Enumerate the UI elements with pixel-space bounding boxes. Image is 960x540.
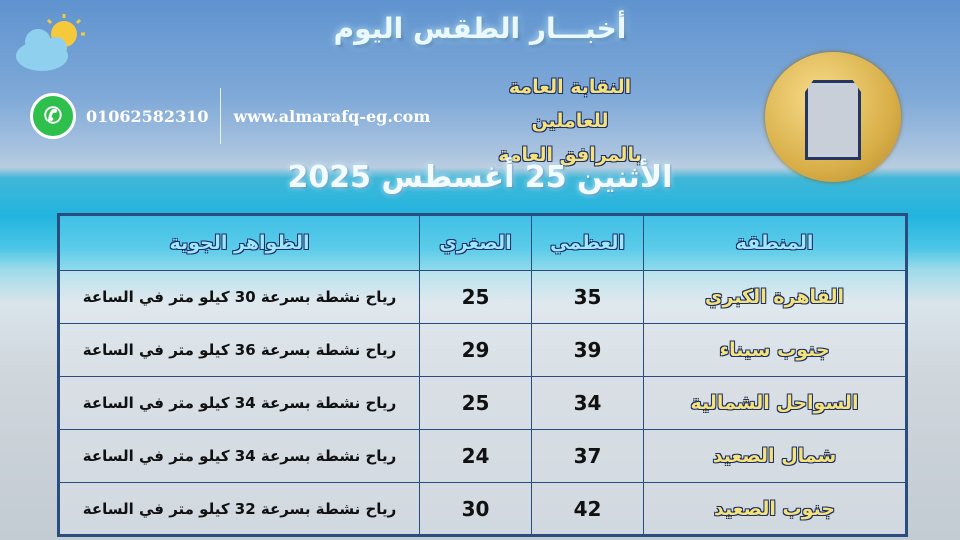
table-row: السواحل الشمالية 34 25 رياح نشطة بسرعة 34 ك… [58, 376, 907, 430]
max-cell: 37 [531, 429, 644, 483]
max-cell: 35 [531, 270, 644, 324]
region-cell: شمال الصعيد [643, 429, 907, 483]
header-min: الصغري [419, 214, 532, 271]
phone-number: 01062582310 [86, 106, 209, 126]
organization-name: النقابة العامة للعاملين بالمرافق العامة [470, 70, 670, 172]
min-cell: 24 [419, 429, 532, 483]
union-logo [765, 52, 901, 182]
max-cell: 42 [531, 482, 644, 536]
phenomena-cell: رياح نشطة بسرعة 32 كيلو متر في الساعة [58, 482, 420, 536]
header-phenomena: الظواهر الجوية [58, 214, 420, 271]
weather-table: المنطقة العظمي الصغري الظواهر الجوية الق… [57, 213, 908, 537]
region-cell: جنوب سيناء [643, 323, 907, 377]
logo-shield [805, 80, 861, 160]
max-cell: 39 [531, 323, 644, 377]
table-row: جنوب سيناء 39 29 رياح نشطة بسرعة 36 كيلو مت… [58, 323, 907, 377]
min-cell: 30 [419, 482, 532, 536]
min-cell: 25 [419, 376, 532, 430]
header-region: المنطقة [643, 214, 907, 271]
phenomena-cell: رياح نشطة بسرعة 36 كيلو متر في الساعة [58, 323, 420, 377]
website-link[interactable]: www.almarafq-eg.com [233, 106, 431, 126]
phenomena-cell: رياح نشطة بسرعة 30 كيلو متر في الساعة [58, 270, 420, 324]
contact-bar: ✆ 01062582310 www.almarafq-eg.com [30, 88, 430, 144]
page-title: أخبـــار الطقس اليوم [333, 12, 627, 45]
divider [220, 88, 222, 144]
region-cell: السواحل الشمالية [643, 376, 907, 430]
phenomena-cell: رياح نشطة بسرعة 34 كيلو متر في الساعة [58, 429, 420, 483]
min-cell: 25 [419, 270, 532, 324]
region-cell: جنوب الصعيد [643, 482, 907, 536]
header-max: العظمي [531, 214, 644, 271]
max-cell: 34 [531, 376, 644, 430]
whatsapp-icon: ✆ [30, 93, 76, 139]
cloud-sun-icon [16, 14, 85, 71]
org-line-1: النقابة العامة للعاملين [508, 76, 632, 132]
org-line-2: بالمرافق العامة [498, 144, 642, 166]
table-header-row: المنطقة العظمي الصغري الظواهر الجوية [58, 214, 907, 271]
region-cell: القاهرة الكبري [643, 270, 907, 324]
table-row: جنوب الصعيد 42 30 رياح نشطة بسرعة 32 كيلو م… [58, 482, 907, 536]
phenomena-cell: رياح نشطة بسرعة 34 كيلو متر في الساعة [58, 376, 420, 430]
table-row: شمال الصعيد 37 24 رياح نشطة بسرعة 34 كيلو م… [58, 429, 907, 483]
min-cell: 29 [419, 323, 532, 377]
date-heading: الأثنين 25 أغسطس 2025 [287, 160, 673, 195]
table-row: القاهرة الكبري 35 25 رياح نشطة بسرعة 30 كيل… [58, 270, 907, 324]
